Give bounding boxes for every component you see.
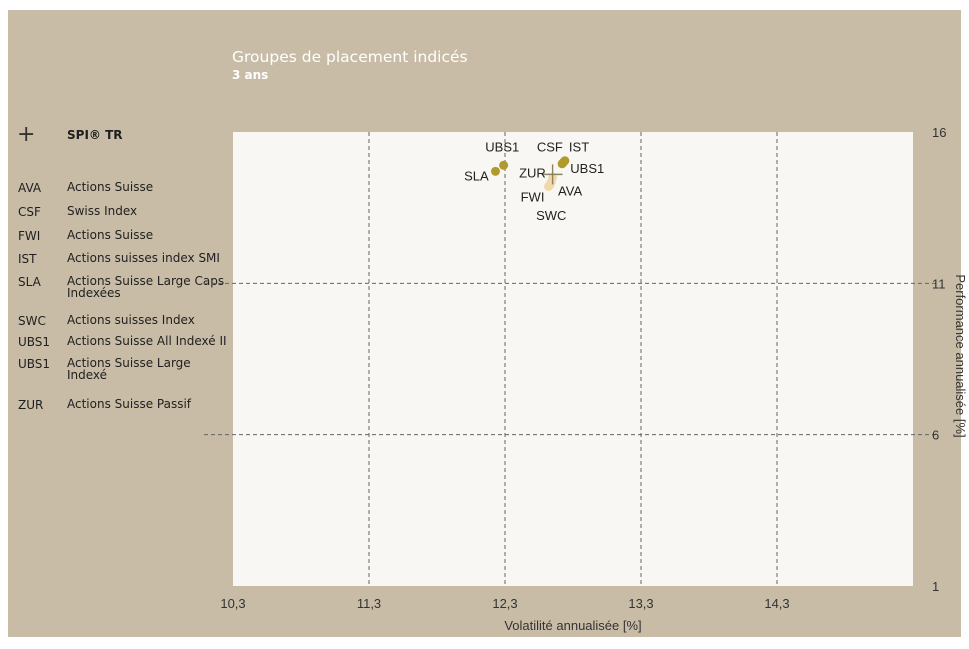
legend-code: AVA [18, 181, 42, 195]
legend-desc: Actions Suisse Large Caps Indexées [67, 274, 225, 300]
y-tick-label: 16 [932, 125, 946, 140]
legend-desc: Actions suisses Index [67, 313, 195, 327]
point-label: FWI [521, 190, 545, 205]
chart-title: Groupes de placement indicés [232, 48, 468, 66]
y-axis-label: Performance annualisée [%] [953, 274, 968, 437]
legend: + SPI® TR AVA Actions Suisse CSF Swiss I… [0, 0, 232, 430]
point-label: UBS1 [485, 140, 519, 155]
legend-code: SWC [18, 314, 46, 328]
y-tick-label: 6 [932, 428, 939, 443]
x-tick-label: 14,3 [764, 596, 789, 611]
legend-desc: Actions Suisse Passif [67, 397, 192, 411]
point-label: IST [569, 140, 589, 155]
legend-code: CSF [18, 205, 41, 219]
legend-code: ZUR [18, 398, 44, 412]
legend-code: FWI [18, 229, 41, 243]
x-tick-label: 12,3 [492, 596, 517, 611]
point-label: CSF [537, 140, 563, 155]
x-axis-label: Volatilité annualisée [%] [504, 618, 641, 633]
legend-code: SLA [18, 275, 41, 289]
data-point [490, 166, 500, 176]
data-point [557, 159, 567, 169]
data-point [499, 160, 509, 170]
y-tick-label: 11 [932, 276, 946, 291]
x-tick-label: 11,3 [357, 596, 381, 611]
legend-desc: Actions Suisse Large Indexé [67, 356, 191, 382]
legend-desc: Actions Suisse All Indexé II [67, 334, 227, 348]
chart-subtitle: 3 ans [232, 68, 269, 82]
benchmark-label: SPI® TR [67, 128, 123, 142]
point-label: AVA [558, 184, 582, 199]
legend-code: UBS1 [18, 357, 51, 371]
legend-desc: Swiss Index [67, 204, 138, 218]
point-label: SWC [536, 208, 566, 223]
x-tick-label: 13,3 [628, 596, 653, 611]
benchmark-cross-icon: + [17, 122, 36, 147]
point-label: SLA [464, 168, 489, 183]
point-label: UBS1 [570, 161, 604, 176]
x-tick-label: 10,3 [220, 596, 245, 611]
legend-code: IST [18, 252, 37, 266]
legend-desc: Actions Suisse [67, 180, 154, 194]
y-tick-label: 1 [932, 579, 939, 594]
legend-desc: Actions Suisse [67, 228, 154, 242]
legend-desc: Actions suisses index SMI [67, 251, 220, 265]
plot-area [233, 132, 913, 586]
point-label: ZUR [519, 165, 546, 180]
legend-code: UBS1 [18, 335, 51, 349]
